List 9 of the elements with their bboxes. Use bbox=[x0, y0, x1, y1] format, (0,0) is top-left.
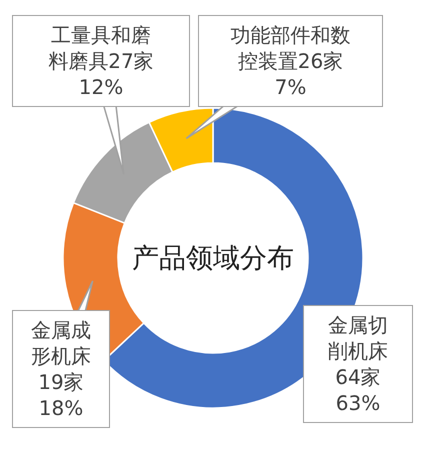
slice-label: 金属成形机床19家 bbox=[30, 317, 92, 395]
data-label: 7% bbox=[274, 74, 308, 100]
slice-label: 功能部件和数控装置26家 bbox=[230, 22, 352, 74]
data-label: 12% bbox=[78, 74, 124, 100]
slice-label: 工量具和磨料磨具27家 bbox=[47, 22, 155, 74]
data-label: 63% bbox=[334, 390, 382, 416]
slice-label: 金属切削机床64家 bbox=[327, 312, 389, 390]
data-label: 18% bbox=[38, 395, 84, 421]
text: 产品领域分布 bbox=[132, 242, 294, 276]
